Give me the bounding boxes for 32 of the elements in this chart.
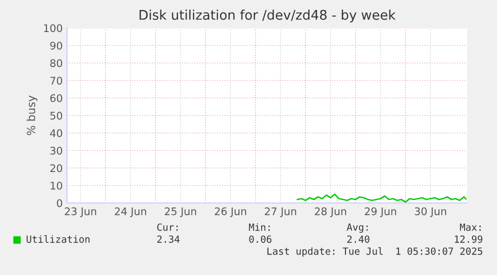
y-axis-title: % busy: [26, 96, 38, 136]
y-tick-label: 0: [56, 199, 62, 208]
x-tick-label: 24 Jun: [114, 207, 146, 218]
y-tick-label: 30: [50, 146, 62, 155]
y-tick-label: 10: [50, 182, 62, 190]
text: Max:: [460, 224, 481, 231]
text: 2.34: [157, 235, 180, 243]
y-tick-label: 90: [50, 42, 62, 50]
x-tick-label: 25 Jun: [164, 207, 196, 218]
y-tick-label: 50: [50, 112, 62, 120]
text: 2.40: [347, 235, 370, 243]
y-tick-label: 100: [44, 24, 62, 32]
text: Min:: [248, 223, 270, 231]
y-tick-label: 80: [50, 59, 62, 68]
x-tick-label: 28 Jun: [314, 207, 346, 218]
chart-title: Disk utilization for /dev/zd48 - by week: [140, 10, 396, 22]
text: Last update: Tue Jul 1 05:30:07 2025: [267, 247, 482, 257]
text: 12.99: [454, 235, 482, 243]
y-tick-label: 20: [50, 164, 62, 172]
legend-label: Utilization: [26, 235, 90, 243]
x-tick-label: 29 Jun: [364, 207, 396, 218]
text: 0.06: [249, 235, 272, 243]
line-series: [296, 194, 467, 203]
y-tick-label: 60: [50, 94, 62, 102]
y-tick-label: 70: [50, 76, 62, 85]
x-tick-label: 26 Jun: [214, 207, 246, 218]
y-tick-label: 40: [50, 129, 62, 138]
x-tick-label: 23 Jun: [64, 207, 96, 218]
x-tick-label: 30 Jun: [414, 207, 446, 218]
text: Avg:: [346, 224, 368, 233]
text: Cur:: [157, 223, 178, 231]
x-tick-label: 27 Jun: [264, 207, 296, 218]
